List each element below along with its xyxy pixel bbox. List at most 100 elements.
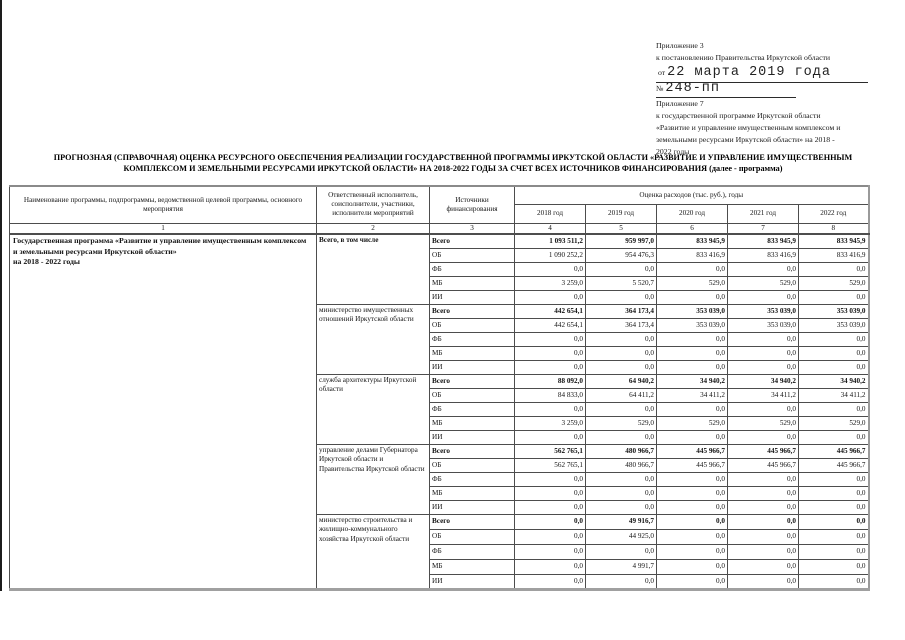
value-cell: 0,0 [727, 261, 799, 277]
value-cell: 0,0 [798, 429, 869, 445]
col-header-executor: Ответственный исполнитель, соисполнители… [316, 185, 430, 224]
value-cell: 0,0 [656, 513, 728, 530]
value-cell: 364 173,4 [585, 303, 657, 319]
value-cell: 445 966,7 [798, 457, 869, 473]
value-cell: 954 476,3 [585, 247, 657, 263]
value-cell: 34 411,2 [656, 387, 728, 403]
table-numbering-row: 1 2 3 4 5 6 7 8 [9, 222, 869, 235]
value-cell: 0,0 [585, 401, 657, 417]
table-row: ИИ 0,0 0,0 0,0 0,0 0,0 [10, 359, 869, 375]
value-cell: 353 039,0 [727, 317, 799, 333]
value-cell: 0,0 [514, 528, 586, 545]
funding-source-cell: ФБ [429, 471, 515, 487]
value-cell: 64 940,2 [585, 373, 657, 389]
page-title: ПРОГНОЗНАЯ (СПРАВОЧНАЯ) ОЦЕНКА РЕСУРСНОГ… [53, 153, 853, 173]
value-cell: 0,0 [656, 401, 728, 417]
value-cell: 0,0 [656, 573, 728, 590]
col-header-year-2019: 2019 год [585, 203, 657, 224]
table-row: министерство имущественных отношений Ирк… [10, 303, 869, 375]
value-cell: 49 916,7 [585, 513, 657, 530]
value-cell: 0,0 [585, 429, 657, 445]
program-name-cell: Государственная программа «Развитие и уп… [9, 233, 317, 590]
column-number: 5 [585, 222, 657, 235]
value-cell: 34 940,2 [798, 373, 869, 389]
header-number-line: № 248-пп [656, 82, 796, 98]
value-cell: 959 997,0 [585, 233, 657, 249]
value-cell: 0,0 [798, 513, 869, 530]
header-line: к постановлению Правительства Иркутской … [656, 53, 831, 62]
header-date-line: от 22 марта 2019 года [656, 66, 868, 83]
funding-source-cell: ФБ [429, 401, 515, 417]
value-cell: 0,0 [798, 528, 869, 545]
column-number: 3 [429, 222, 515, 235]
value-cell: 0,0 [585, 543, 657, 560]
value-cell: 445 966,7 [656, 443, 728, 459]
date-prefix: от [658, 68, 666, 77]
value-cell: 0,0 [656, 429, 728, 445]
value-cell: 833 945,9 [727, 233, 799, 249]
value-cell: 0,0 [514, 471, 586, 487]
value-cell: 529,0 [798, 275, 869, 291]
table-row: ИИ 0,0 0,0 0,0 0,0 0,0 [10, 573, 869, 590]
value-cell: 0,0 [656, 485, 728, 501]
value-cell: 0,0 [727, 289, 799, 305]
value-cell: 4 991,7 [585, 558, 657, 575]
column-number: 2 [316, 222, 430, 235]
funding-source-cell: ОБ [429, 387, 515, 403]
funding-source-cell: ОБ [429, 317, 515, 333]
value-cell: 0,0 [727, 331, 799, 347]
value-cell: 34 411,2 [798, 387, 869, 403]
funding-source-cell: МБ [429, 558, 515, 575]
col-header-year-2018: 2018 год [514, 203, 586, 224]
value-cell: 0,0 [514, 401, 586, 417]
value-cell: 353 039,0 [727, 303, 799, 319]
table-row: МБ 3 259,0 529,0 529,0 529,0 529,0 [10, 415, 869, 431]
value-cell: 0,0 [798, 331, 869, 347]
value-cell: 0,0 [656, 499, 728, 515]
value-cell: 529,0 [727, 415, 799, 431]
value-cell: 0,0 [798, 573, 869, 590]
funding-source-cell: ФБ [429, 331, 515, 347]
value-cell: 1 090 252,2 [514, 247, 586, 263]
funding-source-cell: Всего [429, 303, 515, 319]
funding-source-cell: МБ [429, 345, 515, 361]
value-cell: 84 833,0 [514, 387, 586, 403]
funding-source-cell: ОБ [429, 247, 515, 263]
value-cell: 0,0 [727, 471, 799, 487]
column-number: 8 [798, 222, 869, 235]
value-cell: 0,0 [798, 543, 869, 560]
value-cell: 0,0 [727, 558, 799, 575]
value-cell: 0,0 [727, 513, 799, 530]
col-header-expenses-banner: Оценка расходов (тыс. руб.), годы [514, 185, 869, 205]
scan-edge-artifact [0, 0, 2, 591]
value-cell: 0,0 [585, 573, 657, 590]
executor-cell: служба архитектуры Иркутской области [316, 373, 430, 445]
value-cell: 480 966,7 [585, 457, 657, 473]
header-line: к государственной программе Иркутской об… [656, 111, 821, 120]
value-cell: 0,0 [514, 331, 586, 347]
funding-source-cell: МБ [429, 485, 515, 501]
value-cell: 0,0 [514, 558, 586, 575]
value-cell: 0,0 [798, 485, 869, 501]
value-cell: 833 416,9 [656, 247, 728, 263]
value-cell: 0,0 [727, 573, 799, 590]
value-cell: 0,0 [798, 558, 869, 575]
value-cell: 364 173,4 [585, 317, 657, 333]
value-cell: 833 416,9 [798, 247, 869, 263]
value-cell: 0,0 [727, 429, 799, 445]
funding-source-cell: Всего [429, 373, 515, 389]
value-cell: 353 039,0 [656, 317, 728, 333]
value-cell: 0,0 [656, 331, 728, 347]
value-cell: 0,0 [727, 345, 799, 361]
value-cell: 0,0 [727, 401, 799, 417]
value-cell: 34 411,2 [727, 387, 799, 403]
value-cell: 0,0 [727, 528, 799, 545]
table-row: МБ 0,0 0,0 0,0 0,0 0,0 [10, 345, 869, 361]
table-row: ФБ 0,0 0,0 0,0 0,0 0,0 [10, 401, 869, 417]
funding-source-cell: ИИ [429, 499, 515, 515]
value-cell: 480 966,7 [585, 443, 657, 459]
value-cell: 3 259,0 [514, 275, 586, 291]
value-cell: 442 654,1 [514, 303, 586, 319]
value-cell: 0,0 [798, 289, 869, 305]
